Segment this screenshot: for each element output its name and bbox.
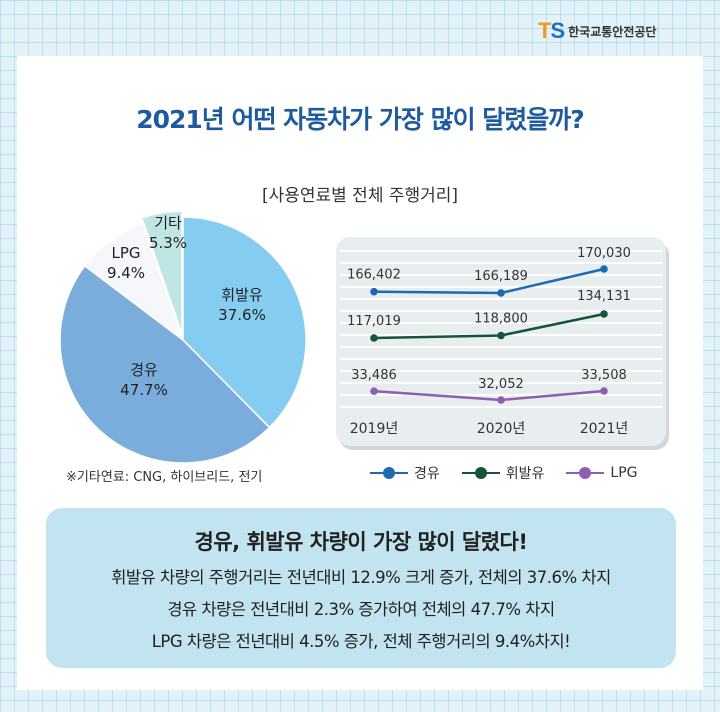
legend-item-lpg: LPG (566, 465, 638, 481)
line-chart-panel: 166,402 166,189 170,030 117,019 118,800 134,1… (336, 237, 666, 446)
summary-line-diesel: 경유 차량은 전년대비 2.3% 증가하여 전체의 47.7% 차지 (167, 600, 555, 619)
legend-swatch-diesel (370, 467, 408, 479)
line-chart: 166,402 166,189 170,030 117,019 118,800 134,1… (340, 246, 662, 437)
legend-label-gasoline: 휘발유 (505, 466, 545, 482)
data-point-lpg (497, 396, 505, 404)
data-point-lpg (600, 387, 608, 395)
pie-value-other: 5.3% (149, 234, 187, 252)
data-point-gasoline (370, 334, 378, 342)
brand-name: 한국교통안전공단 (568, 24, 657, 39)
data-label-gasoline: 134,131 (577, 289, 631, 304)
legend-item-gasoline: 휘발유 (461, 463, 545, 483)
data-point-gasoline (497, 331, 505, 340)
page-title: 2021년 어떤 자동차가 가장 많이 달렸을까? (136, 105, 585, 134)
data-label-gasoline: 118,800 (474, 312, 528, 327)
legend-swatch-lpg (566, 467, 605, 479)
legend-label-lpg: LPG (610, 465, 638, 481)
grid-lines (340, 250, 662, 408)
pie-label-other: 기타 (154, 214, 182, 232)
summary-line-lpg: LPG 차량은 전년대비 4.5% 증가, 전체 주행거리의 9.4%차지! (151, 632, 571, 651)
summary-heading: 경유, 휘발유 차량이 가장 많이 달렸다! (194, 530, 528, 554)
pie-value-gasoline: 37.6% (218, 306, 266, 324)
data-label-diesel: 166,402 (347, 268, 401, 283)
x-tick-label: 2020년 (477, 421, 526, 437)
data-point-lpg (370, 387, 378, 395)
data-label-diesel: 170,030 (577, 246, 631, 261)
pie-slice-lpg (83, 222, 185, 343)
legend-swatch-gasoline (461, 467, 500, 479)
data-point-gasoline (600, 310, 608, 318)
pie-label-lpg: LPG (111, 244, 140, 262)
summary-line-gasoline: 휘발유 차량의 주행거리는 전년대비 12.9% 크게 증가, 전체의 37.6… (111, 568, 611, 587)
pie-label-gasoline: 휘발유 (221, 286, 263, 304)
chart-title: [사용연료별 전체 주행거리] (261, 186, 459, 206)
footnote: ※기타연료: CNG, 하이브리드, 전기 (66, 470, 263, 485)
data-label-lpg: 33,486 (351, 368, 397, 383)
pie-chart: 휘발유 37.6% 경유 47.7% LPG 9.4% 기타 5.3% (59, 210, 307, 464)
data-label-gasoline: 117,019 (347, 314, 401, 329)
data-label-lpg: 33,508 (581, 368, 627, 383)
logo-mark: TS (538, 18, 565, 43)
data-label-lpg: 32,052 (478, 377, 524, 392)
data-point-diesel (370, 287, 378, 296)
data-point-diesel (497, 289, 505, 297)
pie-slice-other (140, 210, 183, 335)
chart-legend: 경유 휘발유 LPG (370, 463, 638, 483)
data-point-diesel (600, 265, 608, 273)
data-label-diesel: 166,189 (474, 269, 528, 284)
pie-value-lpg: 9.4% (107, 264, 145, 282)
legend-label-diesel: 경유 (414, 466, 440, 482)
x-tick-label: 2021년 (580, 421, 629, 437)
pie-label-diesel: 경유 (130, 361, 158, 379)
legend-item-diesel: 경유 (370, 463, 440, 483)
x-tick-label: 2019년 (350, 421, 399, 437)
pie-slice-diesel (59, 264, 271, 464)
brand-logo: TS 한국교통안전공단 (538, 18, 656, 44)
pie-value-diesel: 47.7% (120, 381, 168, 399)
summary-box: 경유, 휘발유 차량이 가장 많이 달렸다! 휘발유 차량의 주행거리는 전년대… (46, 508, 676, 668)
pie-slice-gasoline (182, 216, 307, 429)
